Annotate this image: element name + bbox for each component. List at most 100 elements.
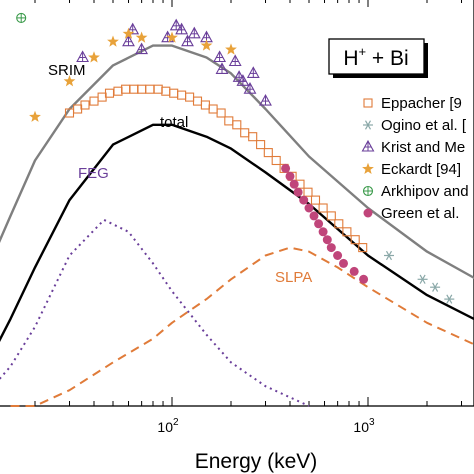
square-marker bbox=[89, 96, 99, 106]
krist-point bbox=[246, 66, 260, 78]
ogino-point bbox=[417, 274, 428, 284]
x-axis-label: Energy (keV) bbox=[195, 450, 318, 473]
ogino-point bbox=[384, 250, 394, 261]
star-marker bbox=[63, 75, 76, 87]
star-marker bbox=[107, 35, 119, 47]
dot-marker bbox=[289, 179, 299, 189]
eppacher-point bbox=[89, 96, 99, 106]
asterisk-stroke bbox=[364, 120, 372, 130]
ogino-point bbox=[444, 294, 455, 304]
dot-marker bbox=[363, 208, 373, 218]
dot-marker bbox=[322, 235, 332, 245]
square-marker bbox=[303, 187, 313, 197]
legend: Eppacher [9 Ogino et al. [Krist and Me Eck… bbox=[361, 95, 469, 222]
arkhipov-point bbox=[16, 12, 27, 23]
plot-frame bbox=[0, 0, 474, 407]
eppacher-point bbox=[129, 84, 139, 94]
eckardt-point bbox=[107, 35, 119, 47]
green-point bbox=[318, 227, 328, 237]
eppacher-point bbox=[271, 155, 281, 166]
green-point bbox=[314, 219, 324, 229]
krist-point bbox=[243, 82, 257, 94]
square-marker bbox=[104, 88, 115, 98]
slpa-label: SLPA bbox=[275, 269, 312, 286]
eppacher-point bbox=[310, 195, 321, 205]
title-box-text: H+ + Bi bbox=[343, 44, 408, 70]
asterisk-stroke bbox=[432, 282, 439, 292]
square-marker bbox=[334, 219, 344, 229]
green-point bbox=[285, 171, 295, 181]
eppacher-point bbox=[224, 116, 234, 126]
total-label: total bbox=[160, 114, 188, 131]
krist-point bbox=[175, 22, 189, 35]
square-marker bbox=[232, 120, 242, 130]
curve-labels: SRIM total FEG SLPA bbox=[48, 62, 312, 286]
eppacher-point bbox=[177, 90, 187, 100]
srim-label: SRIM bbox=[48, 62, 86, 79]
dot-marker bbox=[309, 211, 319, 221]
square-marker bbox=[185, 92, 195, 102]
krist-point bbox=[122, 34, 135, 47]
star-marker bbox=[135, 31, 148, 43]
green-point bbox=[304, 203, 314, 213]
krist-point bbox=[187, 26, 201, 39]
x-axis: 102 103 bbox=[34, 0, 463, 435]
green-point bbox=[293, 187, 303, 197]
green-point bbox=[326, 243, 336, 253]
green-point bbox=[281, 163, 291, 173]
eppacher-point bbox=[334, 219, 344, 229]
eppacher-point bbox=[240, 128, 250, 138]
square-marker bbox=[97, 92, 107, 102]
krist-point bbox=[76, 50, 90, 63]
square-marker bbox=[80, 100, 90, 110]
eppacher-point bbox=[318, 203, 328, 213]
square-marker bbox=[137, 84, 147, 94]
title-box: H+ + Bi bbox=[328, 38, 428, 78]
eckardt-point bbox=[135, 31, 148, 43]
krist-point bbox=[236, 74, 250, 86]
square-marker bbox=[358, 243, 368, 253]
feg-curve bbox=[0, 218, 310, 407]
x-tick-label: 102 bbox=[157, 417, 179, 435]
square-marker bbox=[208, 104, 218, 114]
krist-point bbox=[135, 42, 149, 55]
slpa-curve bbox=[10, 246, 474, 407]
eppacher-point bbox=[80, 100, 90, 110]
asterisk-stroke bbox=[419, 274, 426, 284]
eppacher-point bbox=[121, 84, 131, 94]
star-marker bbox=[88, 51, 100, 63]
eckardt-point bbox=[29, 110, 41, 122]
square-marker bbox=[145, 84, 155, 94]
krist-point bbox=[215, 62, 229, 74]
eppacher-point bbox=[200, 100, 210, 110]
legend-marker-green bbox=[363, 208, 373, 218]
star-marker bbox=[122, 27, 135, 39]
green-point bbox=[359, 274, 369, 284]
legend-marker-eppacher bbox=[363, 98, 373, 108]
square-marker bbox=[153, 84, 163, 94]
dot-marker bbox=[349, 266, 359, 276]
eckardt-point bbox=[63, 75, 76, 87]
krist-point bbox=[169, 18, 183, 31]
dot-marker bbox=[333, 251, 343, 260]
krist-point bbox=[181, 34, 194, 47]
green-point bbox=[349, 266, 359, 276]
green-point bbox=[289, 179, 299, 189]
square-marker bbox=[129, 84, 139, 94]
legend-label-green: Green et al. bbox=[381, 205, 459, 222]
eppacher-point bbox=[342, 227, 352, 237]
star-marker bbox=[166, 31, 178, 43]
square-marker bbox=[192, 96, 203, 106]
eckardt-point bbox=[225, 43, 237, 55]
dot-marker bbox=[359, 274, 369, 284]
square-marker bbox=[350, 235, 360, 245]
eppacher-point bbox=[208, 104, 218, 114]
data-points bbox=[16, 12, 455, 304]
square-marker bbox=[73, 104, 83, 114]
asterisk-stroke bbox=[446, 294, 453, 304]
x-tick-label: 103 bbox=[353, 417, 375, 435]
square-marker bbox=[342, 227, 352, 237]
eckardt-point bbox=[200, 39, 213, 51]
dot-marker bbox=[299, 195, 309, 205]
